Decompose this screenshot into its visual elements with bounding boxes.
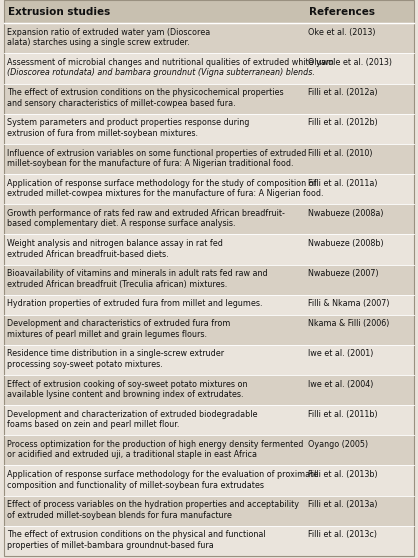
Text: (Dioscorea rotundata) and bambara groundnut (Vigna subterranean) blends.: (Dioscorea rotundata) and bambara ground… [7,69,315,78]
Bar [306,54,414,84]
Text: Filli et al. (2012b): Filli et al. (2012b) [308,118,378,127]
Bar [4,114,306,144]
Text: Nwabueze (2008b): Nwabueze (2008b) [308,239,384,248]
Text: Filli & Nkama (2007): Filli & Nkama (2007) [308,300,390,309]
Bar [306,144,414,174]
Text: Expansion ratio of extruded water yam (Dioscorea: Expansion ratio of extruded water yam (D… [7,28,210,37]
Text: Assessment of microbial changes and nutritional qualities of extruded white yam: Assessment of microbial changes and nutr… [7,58,334,67]
Bar [306,435,414,465]
Text: System parameters and product properties response during: System parameters and product properties… [7,118,250,127]
Bar [4,54,306,84]
Bar [4,526,306,556]
Text: Oyango (2005): Oyango (2005) [308,440,369,449]
Bar [4,0,414,23]
Text: foams based on zein and pearl millet flour.: foams based on zein and pearl millet flo… [7,420,179,429]
Text: composition and functionality of millet-soybean fura extrudates: composition and functionality of millet-… [7,480,264,489]
Text: Application of response surface methodology for the study of composition of: Application of response surface methodol… [7,179,316,188]
Text: The effect of extrusion conditions on the physical and functional: The effect of extrusion conditions on th… [7,531,265,540]
Text: millet-soybean for the manufacture of fura: A Nigerian traditional food.: millet-soybean for the manufacture of fu… [7,159,293,168]
Bar [306,84,414,114]
Text: Oke et al. (2013): Oke et al. (2013) [308,28,376,37]
Text: Filli et al. (2011a): Filli et al. (2011a) [308,179,378,188]
Bar [4,435,306,465]
Text: Iwe et al. (2004): Iwe et al. (2004) [308,379,374,388]
Bar [306,315,414,345]
Bar [306,204,414,234]
Text: Filli et al. (2012a): Filli et al. (2012a) [308,88,378,97]
Text: Filli et al. (2010): Filli et al. (2010) [308,148,373,157]
Text: The effect of extrusion conditions on the physicochemical properties: The effect of extrusion conditions on th… [7,88,284,97]
Bar [306,174,414,204]
Text: extruded African breadfruit (Treculia african) mixtures.: extruded African breadfruit (Treculia af… [7,280,227,288]
Bar [4,375,306,405]
Text: alata) starches using a single screw extruder.: alata) starches using a single screw ext… [7,39,190,47]
Text: Iwe et al. (2001): Iwe et al. (2001) [308,349,374,358]
Bar [4,345,306,375]
Text: Influence of extrusion variables on some functional properties of extruded: Influence of extrusion variables on some… [7,148,306,157]
Bar [306,264,414,295]
Text: or acidified and extruded uji, a traditional staple in east Africa: or acidified and extruded uji, a traditi… [7,450,257,459]
Text: extrusion of fura from millet-soybean mixtures.: extrusion of fura from millet-soybean mi… [7,129,198,138]
Text: References: References [309,7,375,17]
Bar [4,405,306,435]
Text: Application of response surface methodology for the evaluation of proximate: Application of response surface methodol… [7,470,318,479]
Text: mixtures of pearl millet and grain legumes flours.: mixtures of pearl millet and grain legum… [7,330,207,339]
Text: of extruded millet-soybean blends for fura manufacture: of extruded millet-soybean blends for fu… [7,511,232,519]
Bar [4,174,306,204]
Bar [4,295,306,315]
Text: Filli et al. (2013c): Filli et al. (2013c) [308,531,377,540]
Bar [306,114,414,144]
Bar [4,144,306,174]
Bar [306,345,414,375]
Text: Nkama & Filli (2006): Nkama & Filli (2006) [308,319,390,328]
Text: Effect of extrusion cooking of soy-sweet potato mixtures on: Effect of extrusion cooking of soy-sweet… [7,379,247,388]
Text: Development and characterization of extruded biodegradable: Development and characterization of extr… [7,410,257,418]
Text: extruded African breadfruit-based diets.: extruded African breadfruit-based diets. [7,249,168,258]
Text: Filli et al. (2013a): Filli et al. (2013a) [308,501,378,509]
Bar [4,234,306,264]
Text: Filli et al. (2013b): Filli et al. (2013b) [308,470,378,479]
Text: Weight analysis and nitrogen balance assay in rat fed: Weight analysis and nitrogen balance ass… [7,239,223,248]
Bar [306,23,414,54]
Text: extruded millet-cowpea mixtures for the manufacture of fura: A Nigerian food.: extruded millet-cowpea mixtures for the … [7,189,324,198]
Bar [4,496,306,526]
Text: available lysine content and browning index of extrudates.: available lysine content and browning in… [7,390,244,399]
Text: Filli et al. (2011b): Filli et al. (2011b) [308,410,378,418]
Text: Oluwole et al. (2013): Oluwole et al. (2013) [308,58,393,67]
Text: Process optimization for the production of high energy density fermented: Process optimization for the production … [7,440,303,449]
Text: Hydration properties of extruded fura from millet and legumes.: Hydration properties of extruded fura fr… [7,300,263,309]
Bar [4,315,306,345]
Text: Bioavailability of vitamins and minerals in adult rats fed raw and: Bioavailability of vitamins and minerals… [7,270,268,278]
Bar [306,496,414,526]
Text: Growth performance of rats fed raw and extruded African breadfruit-: Growth performance of rats fed raw and e… [7,209,285,218]
Bar [306,465,414,496]
Text: Nwabueze (2007): Nwabueze (2007) [308,270,379,278]
Bar [306,526,414,556]
Bar [306,234,414,264]
Text: processing soy-sweet potato mixtures.: processing soy-sweet potato mixtures. [7,360,163,369]
Text: Nwabueze (2008a): Nwabueze (2008a) [308,209,384,218]
Text: and sensory characteristics of millet-cowpea based fura.: and sensory characteristics of millet-co… [7,99,236,108]
Text: Residence time distribution in a single-screw extruder: Residence time distribution in a single-… [7,349,224,358]
Bar [306,295,414,315]
Text: properties of millet-bambara groundnut-based fura: properties of millet-bambara groundnut-b… [7,541,214,550]
Bar [4,264,306,295]
Bar [4,204,306,234]
Bar [4,465,306,496]
Bar [306,405,414,435]
Bar [306,375,414,405]
Bar [4,84,306,114]
Text: Extrusion studies: Extrusion studies [8,7,110,17]
Text: Development and characteristics of extruded fura from: Development and characteristics of extru… [7,319,230,328]
Bar [4,23,306,54]
Text: Effect of process variables on the hydration properties and acceptability: Effect of process variables on the hydra… [7,501,299,509]
Text: based complementary diet. A response surface analysis.: based complementary diet. A response sur… [7,219,235,228]
